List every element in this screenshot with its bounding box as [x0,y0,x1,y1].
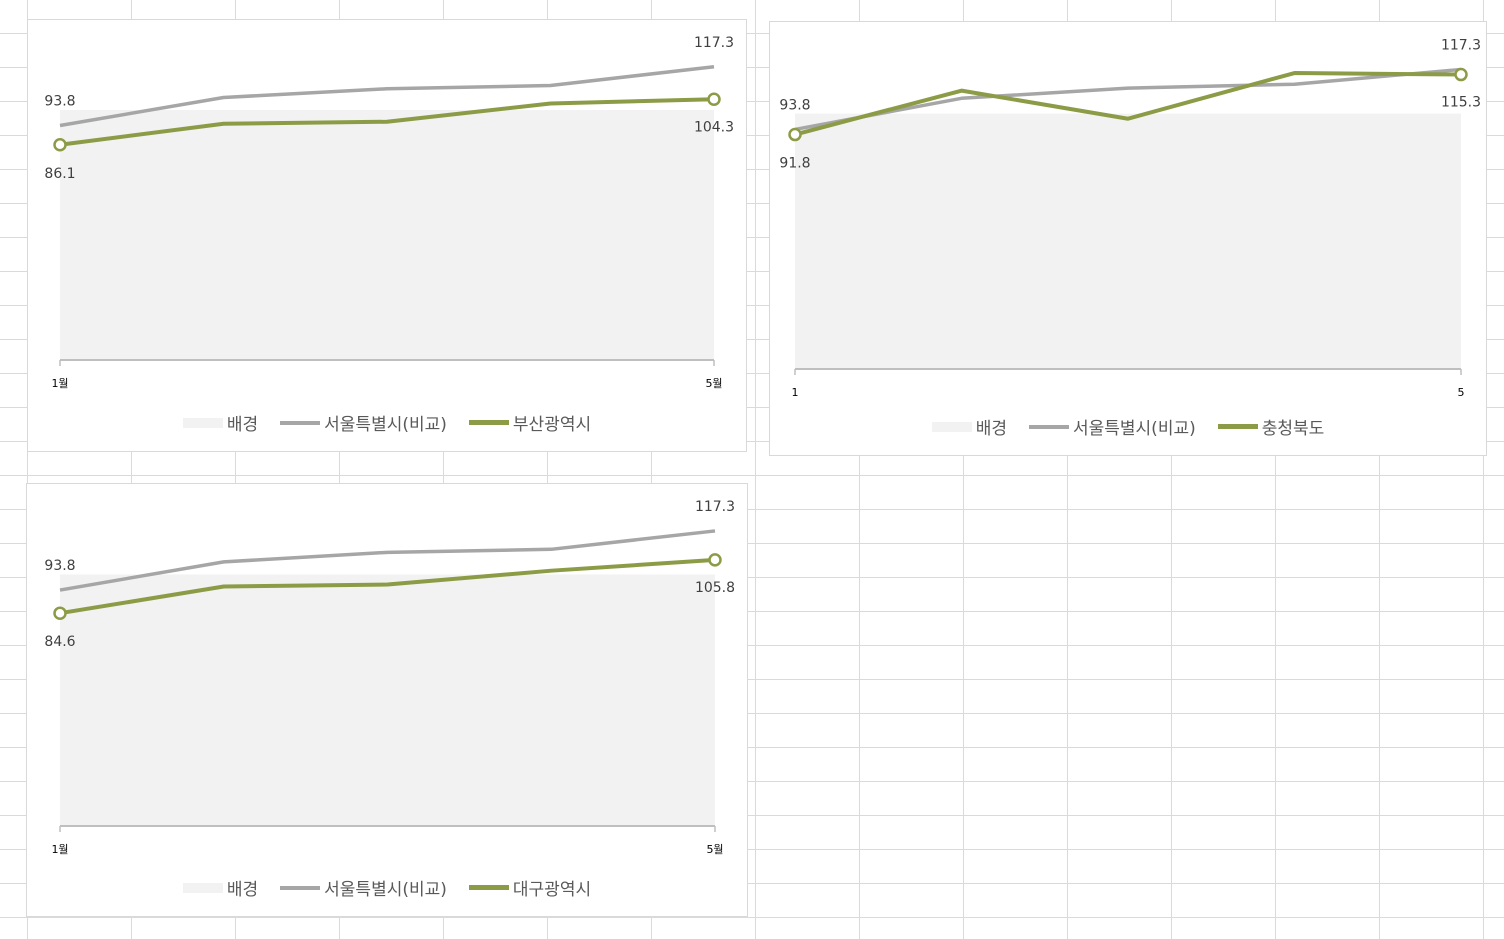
chart-busan[interactable]: 1월 5월 93.8 117.3 86.1 104.3 배경 서울특별시(비교) 부산광역… [27,19,747,452]
legend-swatch-area [182,882,223,893]
data-label-seoul-end: 117.3 [1441,37,1481,53]
legend-swatch-area [182,417,223,428]
legend-swatch-line [468,420,509,425]
region-point-marker [53,606,67,620]
legend-swatch-line [468,885,509,890]
legend-label: 배경 [975,419,1007,439]
legend-label: 서울특별시(비교) [324,880,447,900]
x-tick-label: 5월 [706,843,723,856]
legend-label: 대구광역시 [512,880,592,900]
legend-label: 충청북도 [1261,419,1325,439]
region-point-marker [707,92,721,106]
legend-item-background: 배경 [931,414,1007,439]
data-label-region-start: 84.6 [44,634,75,650]
chart-legend: 배경 서울특별시(비교) 부산광역시 [28,410,746,435]
data-label-region-start: 91.8 [779,156,810,172]
legend-swatch-area [931,421,972,432]
data-label-seoul-end: 117.3 [694,35,734,51]
region-point-marker [1454,67,1468,82]
legend-item-region: 충청북도 [1217,414,1325,439]
legend-label: 서울특별시(비교) [324,415,447,435]
data-label-region-start: 86.1 [44,166,75,182]
legend-item-background: 배경 [182,875,259,900]
legend-label: 서울특별시(비교) [1072,419,1196,439]
legend-swatch-line [1217,424,1258,429]
x-tick-label: 1 [792,386,799,399]
legend-item-background: 배경 [182,410,259,435]
background-area [60,110,714,360]
chart-plot: 1월 5월 93.8 117.3 84.6 105.8 [44,499,735,856]
seoul-series-line [59,65,715,128]
data-label-seoul-start: 93.8 [779,97,810,113]
background-area [60,574,715,826]
background-area [795,113,1461,369]
legend-item-region: 부산광역시 [468,410,592,435]
x-tick-label: 5 [1458,386,1465,399]
data-label-region-end: 105.8 [695,580,735,596]
data-label-region-end: 115.3 [1441,95,1481,111]
legend-swatch-line [280,420,321,425]
seoul-series-line [59,529,716,592]
region-point-marker [708,553,722,567]
x-tick-label: 5월 [705,377,722,390]
data-label-region-end: 104.3 [694,119,734,135]
data-label-seoul-start: 93.8 [44,94,75,110]
x-tick-label: 1월 [51,843,68,856]
region-point-marker [53,138,67,152]
region-series-line [59,97,715,147]
region-point-marker [788,127,802,142]
chart-legend: 배경 서울특별시(비교) 대구광역시 [27,875,747,900]
chart-chungbuk[interactable]: 1 5 93.8 117.3 91.8 115.3 배경 서울특별시(비교) 충청북도 [769,21,1487,456]
legend-label: 부산광역시 [512,415,592,435]
chart-legend: 배경 서울특별시(비교) 충청북도 [770,414,1486,439]
legend-swatch-line [280,885,321,890]
chart-plot: 1월 5월 93.8 117.3 86.1 104.3 [44,35,734,390]
legend-label: 배경 [226,415,259,435]
region-series-line [794,71,1462,137]
data-label-seoul-end: 117.3 [695,499,735,515]
legend-item-seoul: 서울특별시(비교) [280,410,447,435]
legend-item-region: 대구광역시 [468,875,592,900]
region-series-line [59,557,716,616]
legend-item-seoul: 서울특별시(비교) [1028,414,1196,439]
legend-label: 배경 [226,880,259,900]
chart-plot: 1 5 93.8 117.3 91.8 115.3 [779,37,1481,399]
seoul-series-line [794,67,1462,132]
x-tick-label: 1월 [51,377,68,390]
legend-swatch-line [1028,424,1069,429]
legend-item-seoul: 서울특별시(비교) [280,875,447,900]
data-label-seoul-start: 93.8 [44,558,75,574]
chart-daegu[interactable]: 1월 5월 93.8 117.3 84.6 105.8 배경 서울특별시(비교) 대구광역… [26,483,748,917]
